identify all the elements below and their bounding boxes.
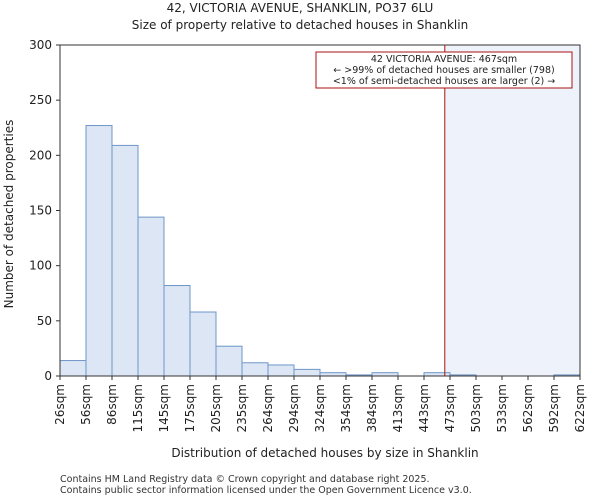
x-tick-label: 294sqm: [287, 384, 301, 432]
x-tick-label: 145sqm: [157, 384, 171, 432]
y-tick-label: 50: [37, 314, 52, 328]
x-tick-label: 533sqm: [495, 384, 509, 432]
histogram-bar: [215, 345, 243, 377]
y-tick-label: 200: [29, 148, 52, 162]
histogram-bar: [85, 125, 113, 377]
larger-region-highlight: [444, 45, 580, 376]
y-tick-label: 250: [29, 93, 52, 107]
x-tick-label: 115sqm: [131, 384, 145, 432]
x-tick-label: 473sqm: [443, 384, 457, 432]
histogram-bar: [163, 285, 191, 377]
histogram-bar: [293, 368, 321, 377]
y-tick-label: 300: [29, 38, 52, 52]
annotation-line-2: ← >99% of detached houses are smaller (7…: [333, 65, 554, 76]
chart-title: 42, VICTORIA AVENUE, SHANKLIN, PO37 6LU: [166, 1, 434, 15]
x-tick-label: 354sqm: [339, 384, 353, 432]
x-tick-label: 26sqm: [53, 384, 67, 425]
footer-line-1: Contains HM Land Registry data © Crown c…: [60, 474, 430, 485]
x-tick-label: 205sqm: [209, 384, 223, 432]
annotation-line-1: 42 VICTORIA AVENUE: 467sqm: [371, 54, 517, 65]
y-axis-label: Number of detached properties: [2, 120, 16, 309]
x-tick-label: 503sqm: [469, 384, 483, 432]
x-tick-label: 175sqm: [183, 384, 197, 432]
histogram-bar: [111, 144, 139, 377]
x-tick-label: 86sqm: [105, 384, 119, 425]
chart-subtitle: Size of property relative to detached ho…: [131, 18, 469, 32]
x-tick-label: 562sqm: [521, 384, 535, 432]
histogram-bar: [59, 360, 87, 377]
histogram-bar: [189, 311, 217, 377]
x-tick-label: 384sqm: [365, 384, 379, 432]
x-tick-label: 622sqm: [573, 384, 587, 432]
footer-line-2: Contains public sector information licen…: [60, 485, 472, 496]
histogram-bar: [137, 216, 165, 377]
x-tick-label: 413sqm: [391, 384, 405, 432]
y-tick-label: 0: [44, 369, 52, 383]
x-tick-label: 324sqm: [313, 384, 327, 432]
annotation-box: [315, 51, 573, 89]
y-tick-label: 150: [29, 204, 52, 218]
x-tick-label: 592sqm: [547, 384, 561, 432]
x-tick-label: 235sqm: [235, 384, 249, 432]
x-axis-label: Distribution of detached houses by size …: [171, 446, 478, 460]
x-tick-label: 443sqm: [417, 384, 431, 432]
y-tick-label: 100: [29, 259, 52, 273]
x-tick-label: 56sqm: [79, 384, 93, 425]
histogram-bar: [241, 362, 269, 377]
annotation-line-3: <1% of semi-detached houses are larger (…: [333, 76, 555, 87]
histogram-bar: [267, 364, 295, 377]
x-tick-label: 264sqm: [261, 384, 275, 432]
